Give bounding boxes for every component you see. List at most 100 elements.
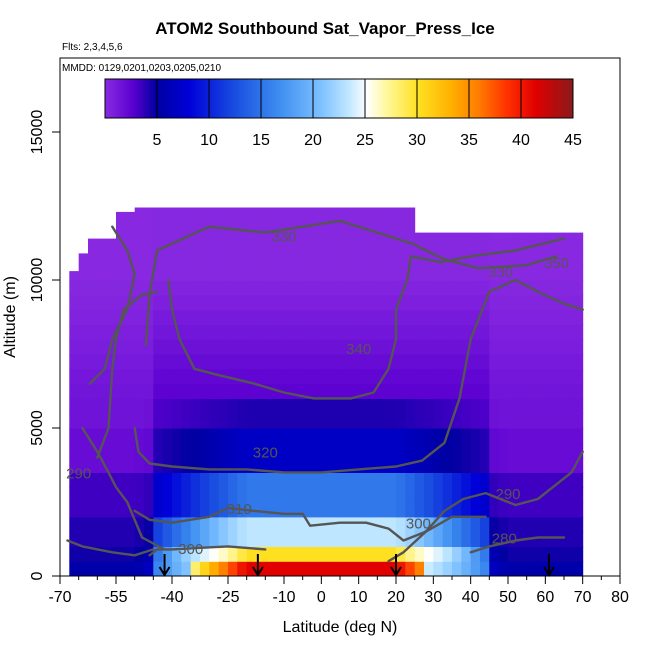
heatmap-cell: [88, 238, 98, 251]
heatmap-cell: [134, 339, 145, 355]
contour-label: 330: [488, 264, 513, 281]
heatmap-cell: [564, 294, 574, 311]
heatmap-cell: [134, 561, 145, 576]
heatmap-cell: [358, 368, 369, 385]
heatmap-cell: [330, 220, 341, 237]
heatmap-cell: [564, 265, 574, 281]
heatmap-cell: [480, 502, 490, 518]
heatmap-cell: [461, 502, 472, 518]
heatmap-cell: [265, 428, 276, 444]
heatmap-cell: [424, 324, 434, 340]
heatmap-cell: [480, 561, 490, 576]
heatmap-cell: [125, 265, 136, 281]
flights-note: Flts: 2,3,4,5,6: [62, 42, 123, 53]
heatmap-cell: [293, 309, 304, 325]
heatmap-cell: [414, 235, 425, 251]
heatmap-cell: [162, 250, 173, 266]
heatmap-cell: [200, 487, 210, 503]
heatmap-cell: [153, 309, 164, 325]
heatmap-cell: [414, 413, 425, 429]
heatmap-cell: [405, 280, 416, 296]
heatmap-cell: [452, 232, 462, 237]
heatmap-cell: [414, 280, 425, 296]
heatmap-cell: [330, 442, 341, 459]
heatmap-cell: [284, 531, 294, 547]
heatmap-cell: [246, 531, 257, 547]
heatmap-cell: [368, 442, 378, 459]
heatmap-cell: [274, 413, 285, 429]
heatmap-cell: [172, 561, 182, 576]
heatmap-cell: [414, 398, 425, 414]
heatmap-cell: [405, 428, 416, 444]
heatmap-cell: [228, 398, 238, 414]
heatmap-cell: [424, 398, 434, 414]
heatmap-cell: [573, 250, 584, 266]
heatmap-cell: [78, 265, 89, 281]
heatmap-cell: [312, 398, 322, 414]
heatmap-cell: [209, 413, 220, 429]
heatmap-cell: [312, 354, 322, 370]
heatmap-cell: [480, 324, 490, 340]
heatmap-cell: [134, 235, 145, 251]
heatmap-cell: [564, 472, 574, 488]
x-tick-label: -10: [272, 589, 295, 606]
heatmap-cell: [349, 472, 360, 488]
heatmap-cell: [78, 339, 89, 355]
heatmap-cell: [321, 220, 332, 237]
heatmap-cell: [573, 265, 584, 281]
heatmap-cell: [396, 516, 406, 533]
heatmap-cell: [78, 502, 89, 518]
heatmap-cell: [153, 207, 164, 222]
heatmap-cell: [274, 280, 285, 296]
heatmap-cell: [153, 265, 164, 281]
heatmap-cell: [330, 398, 341, 414]
heatmap-cell: [526, 442, 537, 459]
heatmap-cell: [190, 207, 201, 222]
contour-label: 300: [406, 516, 431, 533]
heatmap-cell: [489, 354, 500, 370]
heatmap-cell: [517, 354, 528, 370]
heatmap-cell: [162, 546, 173, 562]
heatmap-cell: [396, 428, 406, 444]
heatmap-cell: [405, 546, 416, 562]
heatmap-cell: [256, 280, 266, 296]
heatmap-cell: [536, 368, 546, 385]
heatmap-cell: [200, 428, 210, 444]
heatmap-cell: [536, 472, 546, 488]
heatmap-cell: [340, 265, 350, 281]
heatmap-cell: [321, 339, 332, 355]
heatmap-cell: [116, 280, 126, 296]
heatmap-cell: [377, 428, 388, 444]
heatmap-cell: [116, 211, 126, 222]
heatmap-cell: [302, 546, 313, 562]
heatmap-cell: [480, 413, 490, 429]
heatmap-cell: [470, 354, 481, 370]
heatmap-cell: [237, 561, 248, 576]
heatmap-cell: [162, 280, 173, 296]
heatmap-cell: [386, 265, 397, 281]
heatmap-cell: [330, 294, 341, 311]
heatmap-cell: [470, 383, 481, 399]
heatmap-cell: [237, 368, 248, 385]
contour-label: 290: [495, 486, 520, 503]
heatmap-cell: [106, 457, 117, 473]
heatmap-cell: [293, 339, 304, 355]
heatmap-cell: [368, 561, 378, 576]
heatmap-cell: [302, 280, 313, 296]
heatmap-cell: [97, 428, 108, 444]
heatmap-cell: [190, 324, 201, 340]
heatmap-cell: [106, 238, 117, 251]
heatmap-cell: [349, 531, 360, 547]
heatmap-cell: [405, 442, 416, 459]
heatmap-cell: [144, 235, 154, 251]
heatmap-cell: [526, 368, 537, 385]
dates-note: MMDD: 0129,0201,0203,0205,0210: [62, 63, 221, 74]
colorbar-tick-label: 25: [356, 132, 374, 149]
heatmap-cell: [218, 457, 229, 473]
heatmap-cell: [218, 561, 229, 576]
heatmap-cell: [302, 457, 313, 473]
heatmap-cell: [144, 368, 154, 385]
heatmap-cell: [452, 309, 462, 325]
heatmap-cell: [293, 472, 304, 488]
heatmap-cell: [69, 531, 80, 547]
